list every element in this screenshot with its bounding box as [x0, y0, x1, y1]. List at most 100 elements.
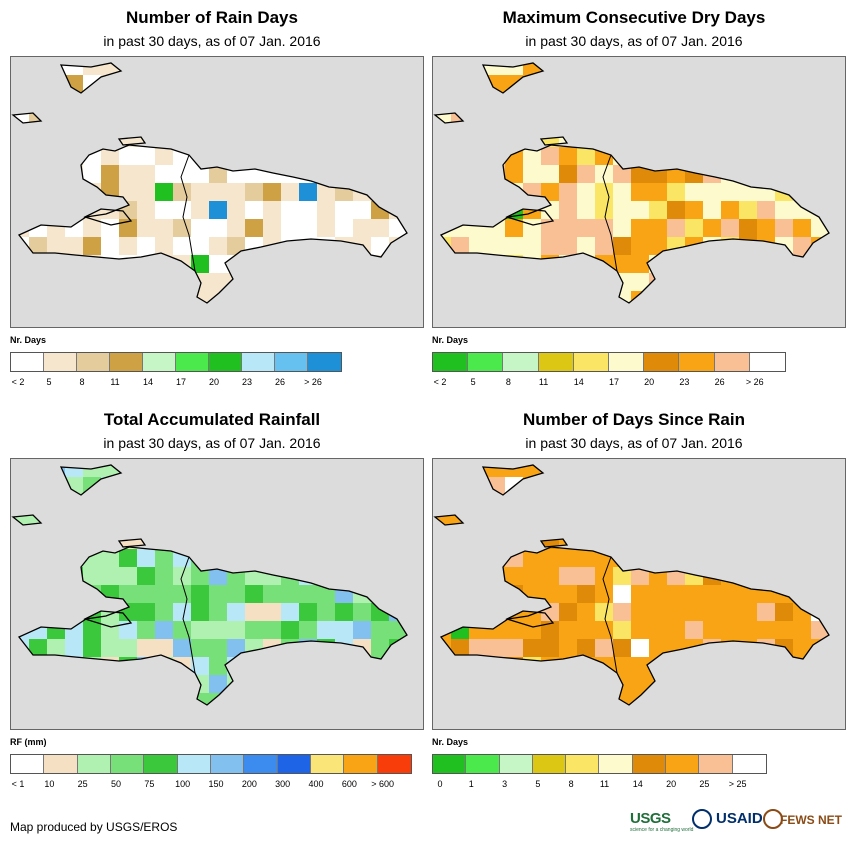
- legend-colorbar: [10, 352, 342, 372]
- legend-label: 50: [110, 779, 122, 789]
- legend-label: < 1: [11, 779, 25, 789]
- legend-label: 10: [44, 779, 55, 789]
- legend-label: > 25: [728, 779, 747, 789]
- legend-swatch: [110, 353, 143, 371]
- legend-label: 75: [144, 779, 155, 789]
- legend-label: 17: [175, 377, 187, 387]
- legend-swatch: [644, 353, 680, 371]
- legend-swatch: [144, 755, 178, 773]
- coastline: [481, 464, 545, 496]
- fews-net-logo: FEWS NET: [780, 813, 842, 827]
- coastline: [481, 62, 545, 94]
- map-rain-days: [10, 56, 424, 328]
- map-credit: Map produced by USGS/EROS: [10, 820, 178, 834]
- legend-swatch: [503, 353, 539, 371]
- panel-title: Maximum Consecutive Dry Days: [502, 8, 766, 27]
- legend-label: 11: [110, 377, 120, 387]
- panel-subtitle: in past 30 days, as of 07 Jan. 2016: [525, 33, 743, 49]
- panel-total-rainfall: Total Accumulated Rainfall in past 30 da…: [0, 402, 424, 802]
- legend-swatch: [177, 755, 211, 773]
- legend-swatch: [143, 353, 176, 371]
- legend-label: 14: [632, 779, 643, 789]
- legend-swatch: [679, 353, 715, 371]
- legend-label: 150: [208, 779, 224, 789]
- panel-days-since-rain: Number of Days Since Rain in past 30 day…: [422, 402, 846, 802]
- legend-label: 20: [644, 377, 655, 387]
- coastline: [439, 144, 830, 304]
- panel-title: Number of Days Since Rain: [522, 410, 745, 429]
- usgs-tagline: science for a changing world: [630, 827, 694, 833]
- legend-labels: < 2 5 8 11 14 17 20 23 26 > 26: [432, 377, 784, 389]
- legend-swatch: [468, 353, 504, 371]
- map-dry-days: [432, 56, 846, 328]
- legend-swatch: [77, 755, 111, 773]
- legend-label: 14: [573, 377, 584, 387]
- legend-swatch: [110, 755, 145, 773]
- rainfall-grid: [13, 63, 407, 303]
- rainfall-grid: [435, 63, 829, 303]
- legend-swatch: [499, 755, 533, 773]
- partner-logos: USGS science for a changing world USAID …: [630, 806, 845, 836]
- legend-label: 8: [568, 779, 574, 789]
- coastline: [83, 610, 133, 628]
- coastline: [117, 136, 147, 146]
- legend-label: 11: [538, 377, 549, 387]
- panel-dry-days: Maximum Consecutive Dry Days in past 30 …: [422, 0, 846, 400]
- panel-subtitle: in past 30 days, as of 07 Jan. 2016: [103, 33, 321, 49]
- legend-label: 8: [79, 377, 85, 387]
- legend-label: 5: [470, 377, 476, 387]
- legend-label: < 2: [433, 377, 447, 387]
- legend-label: 26: [714, 377, 725, 387]
- legend-swatch: [344, 755, 378, 773]
- coastline: [11, 514, 43, 526]
- coastline: [439, 546, 830, 706]
- legend-label: 400: [308, 779, 324, 789]
- legend-label: > 26: [304, 377, 322, 387]
- legend-labels: 0 1 3 5 8 11 14 20 25 > 25: [432, 779, 765, 791]
- legend-label: 20: [666, 779, 677, 789]
- legend-swatch: [77, 353, 110, 371]
- panel-title: Total Accumulated Rainfall: [103, 410, 321, 429]
- fews-seal-icon: [763, 809, 783, 829]
- legend-title: Nr. Days: [432, 335, 469, 345]
- legend-label: 14: [142, 377, 154, 387]
- coastline: [17, 546, 408, 706]
- legend-swatch: [599, 755, 633, 773]
- coastline: [17, 144, 408, 304]
- usaid-seal-icon: [692, 809, 712, 829]
- legend-label: < 2: [11, 377, 25, 387]
- panel-subtitle: in past 30 days, as of 07 Jan. 2016: [525, 435, 743, 451]
- legend-label: 1: [468, 779, 474, 789]
- legend-swatch: [538, 353, 574, 371]
- legend-swatch: [566, 755, 600, 773]
- legend-label: 5: [46, 377, 52, 387]
- legend-labels: < 1 10 25 50 75 100 150 200 300 400 600 > 600: [10, 779, 410, 791]
- legend-swatch: [466, 755, 500, 773]
- legend-label: > 26: [745, 377, 764, 387]
- coastline: [539, 538, 569, 548]
- usgs-logo: USGS: [630, 810, 671, 827]
- panel-subtitle: in past 30 days, as of 07 Jan. 2016: [103, 435, 321, 451]
- legend-colorbar: [432, 352, 786, 372]
- legend-swatch: [573, 353, 609, 371]
- legend-swatch: [632, 755, 667, 773]
- legend-label: 25: [699, 779, 710, 789]
- map-days-since-rain: [432, 458, 846, 730]
- legend-label: 11: [599, 779, 610, 789]
- national-border: [180, 154, 196, 272]
- legend-title: Nr. Days: [432, 737, 469, 747]
- national-border: [602, 154, 618, 272]
- usaid-logo: USAID: [716, 810, 763, 827]
- legend-swatch: [44, 755, 78, 773]
- legend-label: 8: [505, 377, 511, 387]
- legend-label: 25: [77, 779, 88, 789]
- legend-label: 23: [679, 377, 690, 387]
- legend-swatch: [377, 755, 411, 773]
- legend-title: Nr. Days: [10, 335, 47, 345]
- legend-label: 300: [275, 779, 291, 789]
- legend-swatch: [11, 755, 45, 773]
- legend-title: RF (mm): [10, 737, 47, 747]
- legend-swatch: [532, 755, 567, 773]
- coastline: [59, 62, 123, 94]
- legend-swatch: [433, 353, 469, 371]
